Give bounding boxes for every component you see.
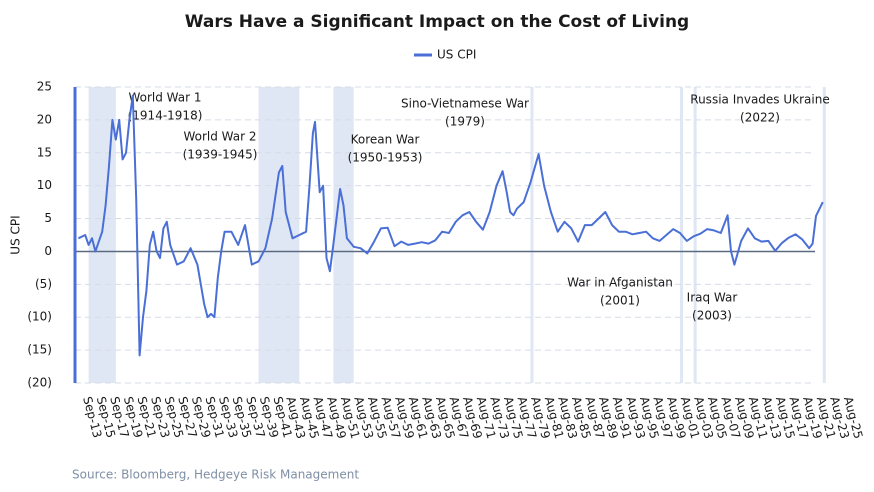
annotation-years: (2022): [740, 111, 780, 125]
y-tick-label: 5: [44, 211, 52, 225]
legend-label: US CPI: [437, 48, 476, 62]
y-tick-label: 15: [37, 145, 52, 159]
cpi-line: [77, 94, 824, 357]
annotation-years: (2001): [600, 294, 640, 308]
y-tick-label: (15): [27, 343, 52, 357]
annotation-years: (1979): [445, 115, 485, 129]
period-band: [333, 87, 354, 383]
source: Source: Bloomberg, Hedgeye Risk Manageme…: [72, 468, 359, 482]
period-band: [822, 87, 826, 383]
y-axis-label: US CPI: [9, 215, 23, 254]
y-tick-label: 0: [44, 244, 52, 258]
annotation-name: Iraq War: [687, 291, 738, 305]
annotation-years: (1939-1945): [183, 148, 258, 162]
annotation-name: Korean War: [351, 133, 420, 147]
y-tick-label: 10: [37, 178, 52, 192]
annotation-name: War in Afganistan: [567, 276, 673, 290]
y-tick-label: (5): [35, 277, 52, 291]
annotation-years: (2003): [692, 309, 732, 323]
annotation-years: (1950-1953): [348, 151, 423, 165]
chart-title: Wars Have a Significant Impact on the Co…: [185, 12, 689, 32]
annotation-years: (1914-1918): [128, 109, 203, 123]
period-band: [530, 87, 534, 383]
annotation-name: World War 1: [128, 91, 201, 105]
y-tick-label: 25: [37, 80, 52, 94]
annotation-name: World War 2: [183, 130, 256, 144]
period-band: [258, 87, 300, 383]
annotation-name: Russia Invades Ukraine: [690, 93, 829, 107]
y-tick-label: (20): [27, 376, 52, 390]
y-tick-label: (10): [27, 310, 52, 324]
y-tick-label: 20: [37, 112, 52, 126]
annotation-name: Sino-Vietnamese War: [401, 97, 529, 111]
